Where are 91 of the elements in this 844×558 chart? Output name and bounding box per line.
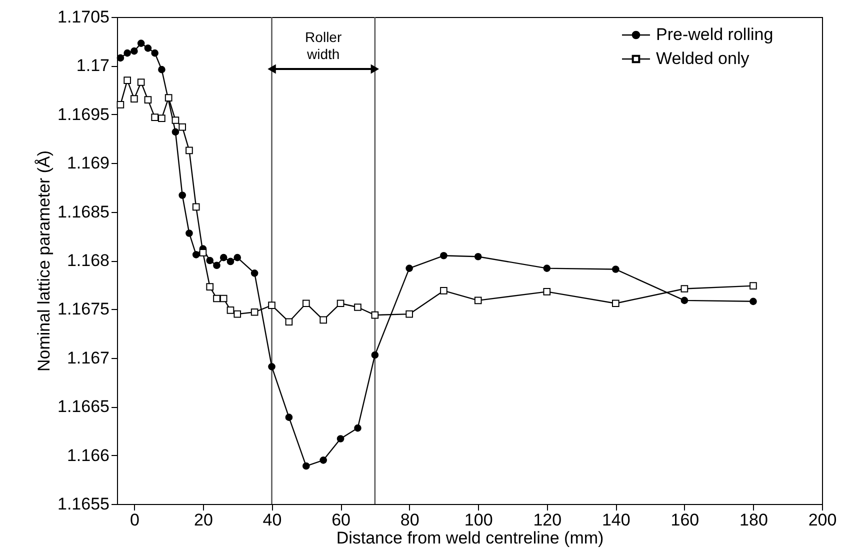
- point: [750, 282, 757, 290]
- point: [406, 264, 413, 272]
- point: [285, 414, 293, 421]
- point: [320, 316, 328, 324]
- point: [750, 298, 757, 306]
- point: [302, 462, 310, 470]
- point: [371, 351, 379, 359]
- point: [206, 283, 214, 290]
- x-tick-label: 100: [464, 510, 493, 530]
- point: [226, 306, 234, 314]
- point: [151, 49, 158, 57]
- point: [144, 96, 152, 104]
- point: [137, 40, 145, 47]
- x-tick-label: 120: [533, 510, 562, 530]
- point: [474, 296, 482, 304]
- point: [130, 47, 138, 55]
- y-tick-label: 1.1685: [58, 202, 110, 222]
- point: [178, 192, 186, 199]
- y-tick-label: 1.1695: [58, 104, 110, 124]
- y-tick-label: 1.168: [66, 251, 110, 270]
- x-tick-label: 160: [670, 510, 700, 530]
- point: [612, 300, 620, 308]
- point: [172, 128, 180, 136]
- y-tick-label: 1.1705: [58, 8, 110, 26]
- point: [680, 296, 688, 304]
- point: [440, 252, 448, 260]
- x-tick-label: 60: [332, 510, 350, 530]
- point: [220, 294, 228, 302]
- point: [268, 302, 276, 309]
- y-axis-title: Nominal lattice parameter (Å): [34, 150, 54, 372]
- point: [124, 76, 131, 84]
- point: [543, 288, 551, 296]
- point: [234, 310, 242, 318]
- x-tick-label: 140: [602, 510, 630, 530]
- point: [192, 203, 200, 211]
- point: [186, 146, 193, 154]
- point: [320, 456, 328, 464]
- legend-label: Welded only: [656, 49, 750, 68]
- x-axis-title: Distance from weld centreline (mm): [336, 528, 604, 548]
- point: [164, 94, 172, 102]
- point: [116, 54, 124, 62]
- point: [285, 318, 293, 326]
- point: [354, 304, 362, 311]
- y-tick-label: 1.17: [76, 56, 110, 76]
- point: [406, 310, 413, 318]
- point: [116, 101, 124, 108]
- point: [250, 308, 258, 316]
- point: [440, 287, 448, 294]
- point: [474, 252, 482, 260]
- y-tick-label: 1.167: [66, 348, 110, 368]
- point: [192, 251, 200, 258]
- point: [354, 424, 362, 432]
- point: [186, 230, 193, 237]
- y-tick-label: 1.1675: [58, 300, 110, 319]
- x-tick-label: 40: [262, 510, 282, 530]
- x-tick-label: 80: [400, 510, 420, 530]
- x-tick-label: 20: [194, 510, 213, 530]
- point: [234, 254, 242, 262]
- x-tick-label: 200: [808, 510, 837, 530]
- point: [543, 264, 551, 272]
- point: [302, 300, 310, 308]
- legend-label: Pre-weld rolling: [656, 25, 774, 44]
- point: [226, 258, 234, 266]
- point: [158, 114, 166, 122]
- point: [220, 254, 228, 262]
- point: [213, 294, 220, 302]
- point: [151, 114, 158, 121]
- y-tick-label: 1.169: [66, 154, 110, 173]
- point: [612, 266, 620, 273]
- point: [213, 262, 220, 270]
- x-tick-label: 0: [130, 510, 140, 530]
- point: [268, 363, 276, 370]
- point: [199, 249, 207, 256]
- point: [680, 285, 688, 292]
- annotation: Roller width: [305, 29, 342, 62]
- point: [158, 66, 166, 74]
- point: [250, 270, 258, 277]
- point: [371, 311, 379, 319]
- point: [206, 256, 214, 264]
- point: [336, 300, 344, 308]
- point: [172, 116, 180, 124]
- point: [124, 49, 131, 57]
- y-tick-label: 1.166: [66, 446, 110, 465]
- point: [178, 123, 186, 131]
- x-tick-label: 180: [740, 510, 768, 530]
- point: [137, 78, 145, 86]
- point: [144, 44, 152, 52]
- y-tick-label: 1.1665: [58, 397, 110, 416]
- point: [336, 435, 344, 442]
- y-tick-label: 1.1655: [58, 494, 110, 514]
- point: [130, 95, 138, 102]
